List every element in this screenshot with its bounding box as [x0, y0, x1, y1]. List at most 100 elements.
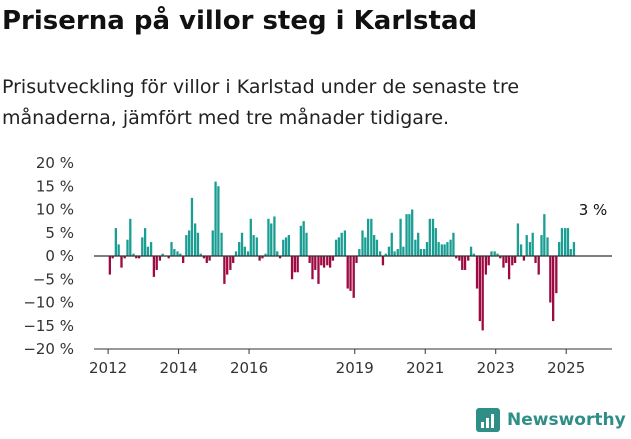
y-tick-label: 20 %: [36, 154, 74, 172]
bar: [234, 251, 238, 256]
bar: [375, 239, 379, 256]
latest-value-label: 3 %: [579, 201, 608, 219]
bar: [314, 256, 317, 270]
bar: [240, 232, 244, 256]
bar: [569, 249, 572, 256]
bar: [396, 249, 399, 256]
brand-name: Newsworthy: [507, 410, 626, 430]
bar: [537, 256, 540, 275]
bar: [434, 228, 437, 256]
bar: [496, 253, 499, 256]
bar: [146, 246, 150, 256]
bar: [299, 225, 302, 256]
bar: [399, 218, 402, 256]
bar: [522, 256, 526, 261]
bar: [267, 218, 270, 256]
bar: [449, 239, 452, 256]
bar: [117, 244, 120, 257]
x-tick-label: 2019: [336, 359, 374, 377]
newsworthy-brand[interactable]: Newsworthy: [476, 408, 626, 432]
bar: [461, 256, 464, 270]
y-tick-label: 5 %: [45, 224, 74, 242]
bar: [425, 242, 429, 256]
bar: [176, 251, 179, 256]
bar: [202, 256, 206, 259]
bar: [161, 253, 164, 256]
bar: [549, 256, 552, 303]
bar: [205, 256, 208, 263]
bar: [417, 232, 420, 256]
x-tick-label: 2012: [89, 359, 127, 377]
bar: [302, 221, 305, 257]
bar: [137, 256, 141, 259]
x-tick-label: 2023: [477, 359, 515, 377]
bar: [516, 223, 520, 256]
bar: [308, 256, 311, 263]
chart-subtitle: Prisutveckling för villor i Karlstad und…: [2, 76, 520, 129]
bar: [114, 228, 117, 256]
bar: [563, 228, 567, 256]
bar: [155, 256, 158, 270]
bar: [349, 256, 352, 291]
bar: [132, 253, 135, 256]
bar-series: [108, 181, 576, 331]
bar: [355, 256, 358, 263]
bar: [135, 256, 138, 259]
bar: [555, 256, 558, 294]
bar: [223, 256, 226, 284]
x-tick-label: 2025: [547, 359, 585, 377]
bar: [358, 249, 361, 256]
bar: [566, 228, 570, 256]
bar: [187, 230, 191, 256]
bar: [472, 253, 476, 256]
bar: [185, 235, 188, 256]
bar: [296, 256, 299, 273]
bar: [490, 251, 493, 256]
bar: [513, 256, 517, 263]
bar: [217, 186, 220, 256]
bar: [141, 237, 144, 256]
bar: [290, 256, 294, 280]
bar: [487, 256, 490, 266]
bar: [108, 256, 112, 275]
bar: [287, 235, 291, 256]
bar: [243, 246, 246, 256]
bar: [484, 256, 487, 275]
bar: [220, 232, 223, 256]
bar: [346, 256, 349, 289]
y-tick-label: −10 %: [23, 294, 74, 312]
bar: [293, 256, 297, 273]
bar: [534, 256, 537, 263]
bar: [428, 218, 431, 256]
bar: [443, 244, 446, 257]
bar: [467, 256, 470, 261]
bar: [408, 214, 411, 256]
x-tick-label: 2021: [406, 359, 444, 377]
bar: [211, 230, 214, 256]
bar: [282, 239, 285, 256]
bar: [152, 256, 156, 277]
bar: [499, 256, 502, 259]
bar: [367, 218, 370, 256]
bar: [352, 256, 355, 298]
y-tick-label: −20 %: [23, 340, 74, 358]
bar: [507, 256, 511, 280]
y-tick-label: 10 %: [36, 201, 74, 219]
bar: [129, 218, 132, 256]
bar: [170, 242, 173, 256]
bar: [502, 256, 505, 268]
bar: [278, 256, 282, 259]
bar: [284, 237, 288, 256]
chart-title: Priserna på villor steg i Karlstad: [2, 6, 478, 36]
bar: [214, 181, 217, 256]
bar: [361, 230, 364, 256]
bar: [252, 235, 255, 256]
bar: [264, 253, 267, 256]
y-tick-label: 0 %: [45, 247, 74, 265]
bar: [334, 239, 338, 256]
bar: [123, 256, 126, 259]
bar: [372, 235, 376, 256]
bar: [505, 256, 508, 263]
bar: [414, 239, 417, 256]
bar: [370, 218, 373, 256]
